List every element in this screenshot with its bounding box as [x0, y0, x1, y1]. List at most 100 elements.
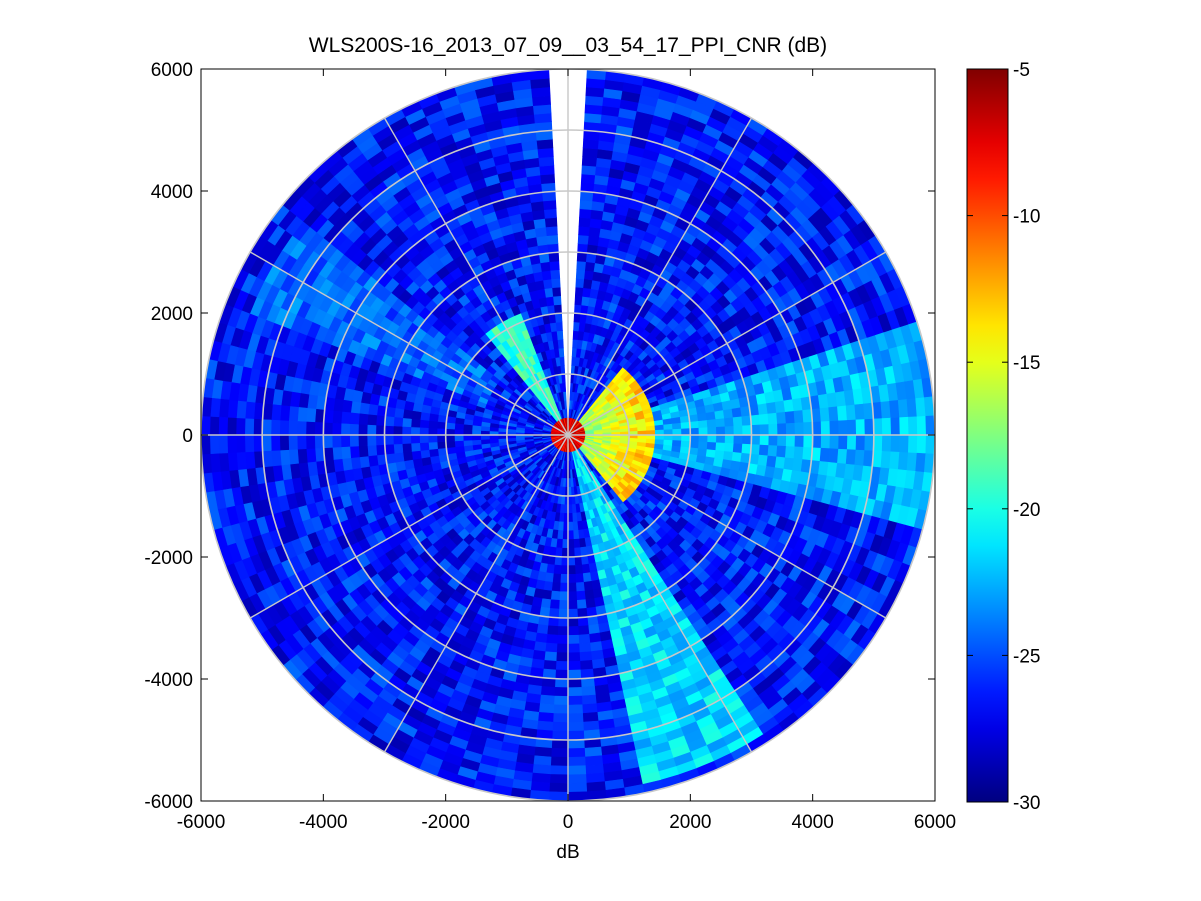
cnr-cell [357, 434, 368, 447]
cnr-cell [550, 756, 569, 767]
cnr-cell [714, 410, 725, 420]
cnr-cell [531, 772, 551, 784]
cnr-cell [533, 746, 552, 758]
cnr-cell [559, 573, 569, 584]
cnr-cell [548, 791, 569, 801]
cnr-cell [561, 547, 569, 558]
cnr-cell [925, 434, 935, 455]
cnr-cell [548, 608, 560, 619]
cnr-cell [567, 643, 580, 654]
cnr-cell [574, 295, 583, 306]
cnr-cell [873, 434, 883, 452]
cnr-cell [553, 687, 569, 697]
cnr-cell [582, 138, 600, 150]
cnr-cell [585, 764, 604, 775]
cnr-cell [758, 413, 770, 426]
cnr-cell [428, 441, 438, 450]
cnr-cell [551, 278, 561, 288]
cnr-cell [462, 434, 473, 441]
cnr-cell [785, 422, 796, 436]
cnr-cell [588, 226, 602, 238]
cnr-cell [436, 427, 447, 436]
cnr-cell [331, 422, 342, 436]
cnr-cell [462, 429, 473, 436]
cnr-cell [367, 454, 379, 467]
cnr-cell [305, 421, 316, 436]
cnr-cell [349, 423, 359, 436]
cnr-cell [428, 448, 439, 458]
cnr-cell [560, 565, 569, 575]
cnr-cell [578, 225, 591, 236]
cnr-cell [392, 425, 403, 436]
cnr-cell [707, 426, 717, 436]
cnr-cell [552, 573, 561, 584]
cnr-cell [549, 260, 560, 271]
cnr-cell [549, 774, 569, 784]
cnr-cell [540, 261, 551, 272]
cnr-cell [654, 424, 665, 431]
cnr-cell [845, 449, 857, 466]
cnr-cell [419, 419, 430, 429]
cnr-cell [553, 695, 569, 706]
cnr-cell [899, 416, 910, 436]
cnr-cell [567, 608, 578, 619]
cnr-cell [759, 424, 770, 436]
cnr-cell [445, 440, 456, 449]
cnr-cell [829, 420, 840, 436]
cnr-cell [890, 434, 901, 453]
cnr-cell [784, 410, 796, 424]
cnr-cell [244, 400, 256, 419]
cnr-cell [548, 251, 560, 262]
cnr-cell [270, 419, 281, 436]
cnr-cell [288, 448, 299, 465]
cnr-cell [820, 434, 831, 449]
cnr-cell [706, 419, 717, 429]
cnr-cell [724, 442, 735, 453]
cnr-cell [567, 652, 581, 662]
cnr-cell [366, 424, 377, 436]
cnr-cell [681, 428, 691, 436]
x-tick-label: -4000 [299, 812, 348, 833]
cnr-cell [582, 572, 592, 583]
cnr-cell [819, 407, 831, 423]
cnr-cell [559, 582, 569, 593]
cnr-cell [567, 678, 582, 689]
cnr-cell [331, 434, 342, 448]
cnr-cell [794, 434, 805, 448]
cnr-cell [585, 772, 605, 784]
cnr-cell [305, 447, 317, 463]
cnr-cell [546, 625, 559, 636]
cnr-cell [567, 660, 581, 671]
cnr-cell [575, 573, 584, 584]
cnr-cell [556, 643, 569, 654]
cnr-cell [549, 765, 569, 776]
cnr-cell [906, 452, 918, 472]
cnr-cell [560, 365, 566, 375]
cnr-cell [270, 403, 282, 421]
cnr-cell [567, 582, 577, 593]
cnr-cell [580, 686, 596, 697]
cnr-cell [567, 521, 574, 532]
cnr-cell [567, 782, 588, 793]
cnr-cell [567, 791, 588, 801]
cnr-cell [540, 686, 556, 697]
cnr-cell [864, 418, 875, 436]
cnr-cell [471, 439, 482, 446]
cnr-cell [553, 295, 562, 306]
cnr-cell [392, 434, 403, 445]
cnr-cell [454, 434, 464, 442]
cnr-cell [571, 512, 578, 523]
cnr-cell [340, 422, 351, 436]
cnr-cell [562, 530, 569, 540]
cnr-cell [576, 599, 587, 610]
cnr-cell [881, 417, 892, 436]
cnr-cell [889, 451, 900, 470]
cnr-cell [545, 295, 555, 307]
cnr-cell [393, 451, 405, 463]
cnr-cell [579, 199, 593, 210]
cnr-cell [366, 413, 378, 426]
cnr-cell [401, 442, 412, 453]
cnr-cell [560, 556, 569, 567]
cnr-cell [538, 703, 555, 714]
